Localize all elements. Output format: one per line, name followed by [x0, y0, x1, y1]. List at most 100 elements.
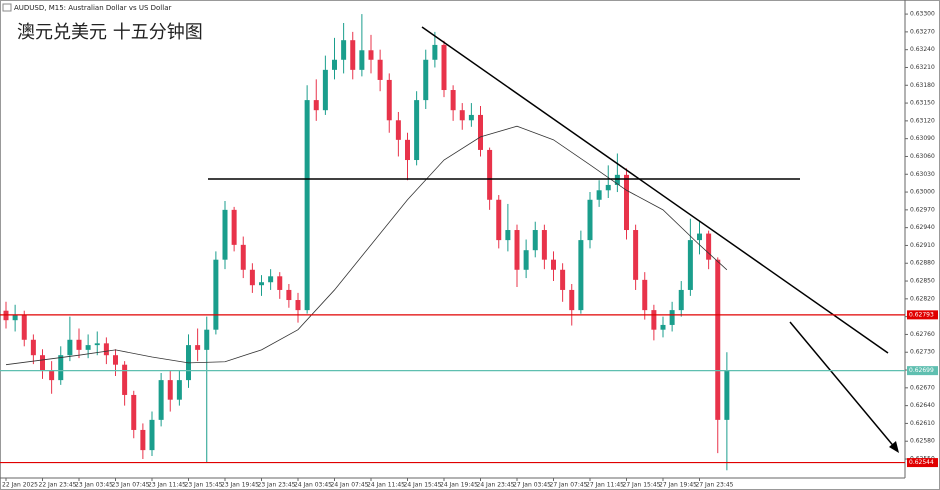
candle-body	[697, 233, 702, 241]
candle-body	[21, 314, 27, 340]
y-tick-label: 0.62820	[910, 295, 935, 302]
arrow-head	[889, 441, 899, 453]
x-tick-label: 24 Jan 11:45	[367, 482, 405, 489]
candle-body	[231, 209, 237, 245]
candle-body	[423, 59, 429, 101]
candle-body	[487, 149, 493, 200]
candle-body	[614, 174, 620, 185]
level-label: 0.62544	[909, 459, 934, 466]
y-tick-label: 0.62850	[910, 278, 935, 285]
candle-body	[195, 345, 201, 350]
candle-body	[12, 314, 18, 321]
y-tick-label: 0.63120	[910, 117, 935, 124]
x-tick-label: 23 Jan 11:45	[148, 482, 186, 489]
y-tick-label: 0.62580	[910, 438, 935, 445]
candle-body	[304, 100, 310, 311]
candle-body	[58, 355, 64, 381]
candle-body	[377, 59, 383, 80]
y-tick-label: 0.62610	[910, 420, 935, 427]
candle-body	[514, 230, 520, 270]
y-tick-label: 0.62760	[910, 331, 935, 338]
candle-body	[569, 289, 575, 311]
candle-body	[85, 345, 91, 350]
y-tick-label: 0.63210	[910, 64, 935, 71]
x-tick-label: 24 Jan 19:45	[440, 482, 478, 489]
candle-body	[468, 114, 474, 121]
candle-body	[176, 380, 182, 400]
y-tick-label: 0.62880	[910, 260, 935, 267]
candle-body	[76, 339, 82, 350]
candle-body	[94, 343, 100, 346]
candle-body	[724, 370, 730, 420]
candle-body	[386, 79, 392, 121]
candle-body	[140, 429, 146, 451]
x-tick-label: 23 Jan 07:45	[112, 482, 150, 489]
candle-body	[313, 100, 319, 111]
candle-body	[249, 269, 255, 286]
y-tick-label: 0.63300	[910, 11, 935, 18]
x-tick-label: 24 Jan 23:45	[477, 482, 515, 489]
candle-body	[651, 310, 657, 330]
y-tick-label: 0.63060	[910, 153, 935, 160]
level-label-box	[907, 366, 938, 376]
candle-body	[30, 339, 36, 356]
y-tick-label: 0.62910	[910, 242, 935, 249]
x-tick-label: 24 Jan 15:45	[404, 482, 442, 489]
candle-body	[240, 244, 246, 270]
chart-header: AUDUSD, M15: Australian Dollar vs US Dol…	[14, 4, 171, 12]
candle-body	[368, 50, 374, 60]
candle-body	[222, 209, 228, 260]
y-tick-label: 0.63150	[910, 100, 935, 107]
candle-body	[40, 355, 45, 371]
candle-body	[678, 289, 684, 311]
candle-body	[359, 50, 365, 70]
candle-body	[204, 329, 210, 350]
x-tick-label: 27 Jan 15:45	[623, 482, 661, 489]
x-tick-label: 23 Jan 19:45	[221, 482, 259, 489]
candle-body	[532, 230, 538, 251]
candle-body	[624, 174, 629, 231]
candle-body	[113, 355, 118, 365]
candle-body	[395, 120, 401, 140]
candle-body	[149, 419, 155, 451]
candle-body	[414, 100, 420, 161]
candle-body	[350, 40, 356, 70]
y-tick-label: 0.62970	[910, 206, 935, 213]
arrow-line	[789, 321, 897, 450]
candle-body	[560, 269, 566, 290]
candle-body	[49, 370, 55, 381]
candle-body	[103, 343, 109, 356]
candle-body	[341, 40, 347, 60]
candle-body	[605, 184, 611, 191]
candle-body	[478, 114, 483, 150]
candle-body	[496, 199, 502, 241]
x-tick-label: 27 Jan 03:45	[513, 482, 551, 489]
candle-body	[669, 310, 675, 325]
level-label-box	[907, 310, 938, 320]
chart-title: 澳元兑美元 十五分钟图	[17, 22, 203, 43]
y-tick-label: 0.63180	[910, 82, 935, 89]
candle-body	[131, 394, 137, 430]
candle-body	[459, 110, 465, 121]
candle-body	[405, 139, 410, 161]
candle-body	[286, 289, 292, 301]
candle-body	[67, 339, 73, 356]
candle-body	[633, 230, 639, 280]
candle-body	[450, 90, 456, 111]
candle-body	[523, 250, 529, 270]
candle-body	[551, 259, 556, 270]
x-tick-label: 27 Jan 11:45	[586, 482, 624, 489]
candle-body	[541, 230, 547, 260]
x-tick-label: 27 Jan 07:45	[550, 482, 588, 489]
level-label-box	[907, 458, 938, 468]
x-tick-label: 22 Jan 23:45	[39, 482, 77, 489]
y-tick-label: 0.63000	[910, 189, 935, 196]
y-tick-label: 0.63240	[910, 46, 935, 53]
y-tick-label: 0.63090	[910, 135, 935, 142]
candle-body	[268, 276, 274, 283]
x-tick-label: 24 Jan 07:45	[331, 482, 369, 489]
x-tick-label: 24 Jan 03:45	[294, 482, 332, 489]
candle-body	[596, 190, 602, 200]
